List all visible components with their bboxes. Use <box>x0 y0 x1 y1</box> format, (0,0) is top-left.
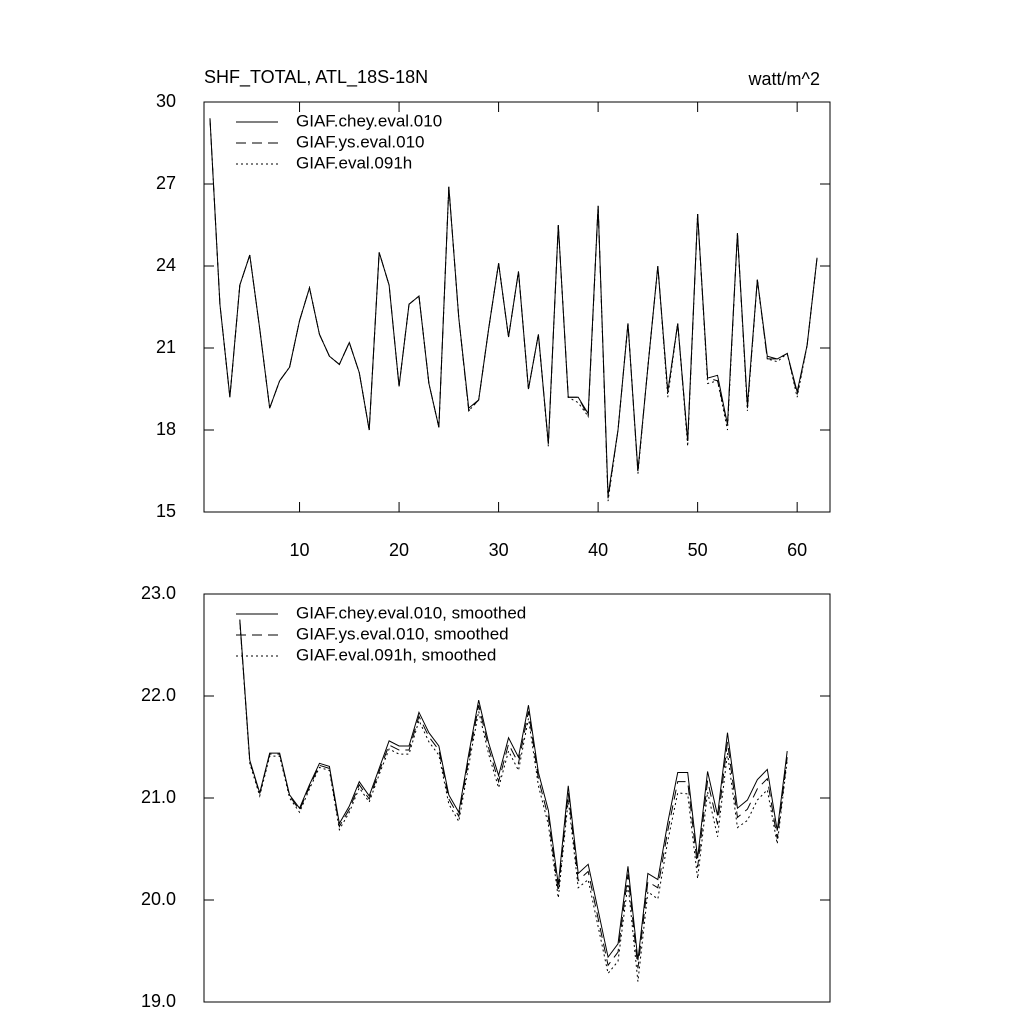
x-tick-label: 50 <box>688 540 708 560</box>
units-label: watt/m^2 <box>748 69 820 89</box>
x-tick-label: 30 <box>489 540 509 560</box>
chart-title: SHF_TOTAL, ATL_18S-18N <box>204 67 428 88</box>
y-tick-label: 20.0 <box>141 889 176 909</box>
y-tick-label: 19.0 <box>141 991 176 1011</box>
y-tick-label: 27 <box>156 173 176 193</box>
legend-label: GIAF.eval.091h, smoothed <box>296 645 496 664</box>
x-tick-label: 20 <box>389 540 409 560</box>
series-line <box>209 118 818 502</box>
x-tick-label: 60 <box>787 540 807 560</box>
series-line <box>239 620 788 969</box>
y-tick-label: 15 <box>156 501 176 521</box>
y-tick-label: 22.0 <box>141 685 176 705</box>
series-line <box>209 118 818 499</box>
series-line <box>239 622 788 982</box>
series-line <box>239 619 788 961</box>
y-tick-label: 24 <box>156 255 176 275</box>
legend-label: GIAF.eval.091h <box>296 153 412 172</box>
y-tick-label: 21.0 <box>141 787 176 807</box>
legend-label: GIAF.ys.eval.010, smoothed <box>296 624 509 643</box>
y-tick-label: 23.0 <box>141 583 176 603</box>
legend-label: GIAF.chey.eval.010, smoothed <box>296 603 526 622</box>
x-tick-label: 40 <box>588 540 608 560</box>
legend-label: GIAF.chey.eval.010 <box>296 111 442 130</box>
x-tick-label: 10 <box>290 540 310 560</box>
y-tick-label: 18 <box>156 419 176 439</box>
y-tick-label: 21 <box>156 337 176 357</box>
plot-frame <box>203 101 831 513</box>
y-tick-label: 30 <box>156 91 176 111</box>
legend-label: GIAF.ys.eval.010 <box>296 132 425 151</box>
